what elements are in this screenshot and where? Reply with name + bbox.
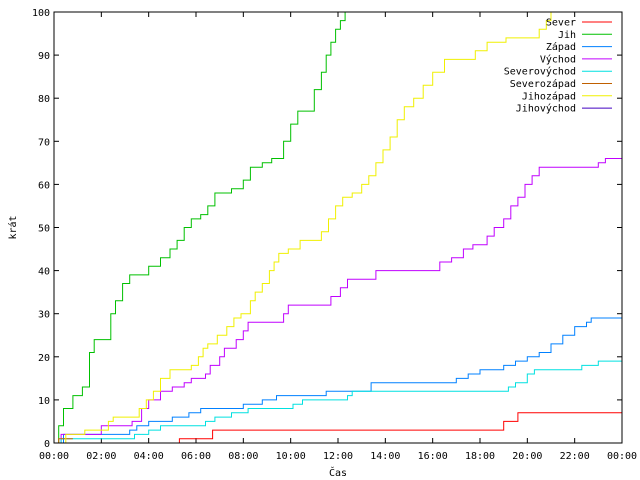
legend-label: Severozápad (510, 78, 576, 90)
x-axis-ticks: 00:00 02:00 04:00 06:00 08:00 10:00 12:00 14:00… (39, 451, 637, 462)
series-line (58, 360, 622, 443)
series-line (172, 412, 622, 443)
legend-label: Východ (540, 53, 576, 65)
x-tick-label: 04:00 (134, 451, 164, 462)
tick-marks (53, 11, 623, 444)
x-tick-label: 14:00 (370, 451, 400, 462)
y-tick-label: 90 (38, 51, 50, 62)
y-tick-label: 50 (38, 224, 50, 235)
x-tick-label: 22:00 (560, 451, 590, 462)
series-line (58, 158, 622, 443)
x-tick-label: 00:00 (607, 451, 637, 462)
series-line (54, 12, 552, 443)
x-tick-label: 16:00 (418, 451, 448, 462)
x-tick-label: 18:00 (465, 451, 495, 462)
series-lines (54, 12, 622, 443)
y-tick-label: 40 (38, 267, 50, 278)
legend-label: Jihovýchod (516, 103, 576, 115)
x-tick-label: 08:00 (228, 451, 258, 462)
y-tick-label: 100 (32, 8, 50, 19)
legend-label: Západ (546, 41, 576, 53)
y-tick-label: 60 (38, 180, 50, 191)
y-axis-ticks: 0 10 20 30 40 50 60 70 80 90 100 (32, 8, 50, 450)
y-axis-label: krát (7, 215, 19, 239)
x-tick-label: 20:00 (512, 451, 542, 462)
x-tick-label: 12:00 (323, 451, 353, 462)
y-tick-label: 10 (38, 396, 50, 407)
y-tick-label: 30 (38, 310, 50, 321)
y-tick-label: 70 (38, 137, 50, 148)
x-tick-label: 02:00 (86, 451, 116, 462)
y-tick-label: 20 (38, 353, 50, 364)
legend: SeverJihZápadVýchodSeverovýchodSeverozáp… (504, 18, 612, 115)
y-tick-label: 0 (44, 439, 50, 450)
legend-label: Jihozápad (522, 90, 576, 102)
x-tick-label: 00:00 (39, 451, 69, 462)
x-tick-label: 10:00 (276, 451, 306, 462)
y-tick-label: 80 (38, 94, 50, 105)
x-axis-label: Čas (329, 466, 347, 479)
x-tick-label: 06:00 (181, 451, 211, 462)
legend-label: Severovýchod (504, 66, 576, 78)
legend-label: Sever (546, 18, 576, 29)
series-line (54, 12, 346, 443)
plot-frame (53, 11, 623, 444)
legend-label: Jih (558, 30, 576, 41)
